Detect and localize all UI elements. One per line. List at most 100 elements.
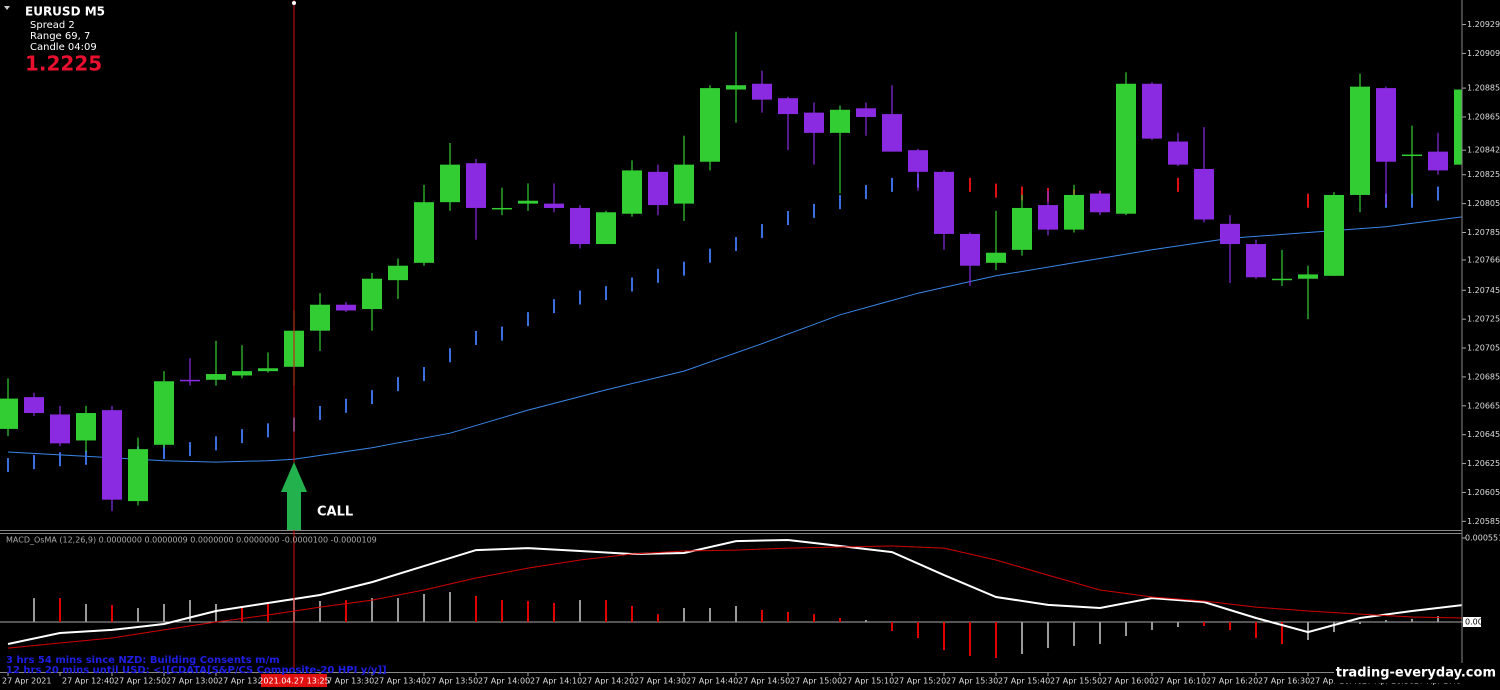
x-tick-label: 27 Apr 13:30 <box>322 677 374 686</box>
y-tick-label: 1.20785 <box>1467 228 1500 237</box>
candle-body <box>1272 278 1292 281</box>
candle-body <box>128 449 148 502</box>
candle-body <box>258 368 278 372</box>
candle-body <box>0 398 18 429</box>
candle-body <box>596 212 616 245</box>
candle-body <box>440 164 460 203</box>
x-tick-label: 27 Apr 13:40 <box>374 677 426 686</box>
menu-arrow <box>4 6 10 10</box>
info-line: Spread 2 <box>30 20 75 31</box>
x-tick-label: 27 Apr 13:10 <box>218 677 270 686</box>
y-tick-label: 1.20725 <box>1467 315 1500 324</box>
zero-label-box <box>1463 617 1481 628</box>
candle-body <box>1168 141 1188 165</box>
candle-body <box>76 413 96 441</box>
x-tick-label: 27 Apr 14:20 <box>582 677 634 686</box>
candle-body <box>570 207 590 245</box>
price-axis-background <box>1462 0 1500 690</box>
candle-body <box>102 410 122 500</box>
candle-body <box>726 85 746 90</box>
candle-body <box>414 202 434 263</box>
y-tick-label: 1.20825 <box>1467 170 1500 179</box>
info-line: Range 69, 7 <box>30 31 90 42</box>
y-tick-label: 0.00 <box>1465 618 1483 627</box>
macd-panel <box>0 538 1462 658</box>
y-tick-label: 1.20625 <box>1467 459 1500 468</box>
overlay: EURUSD M5 Spread 2 Range 69, 7 Candle 04… <box>4 5 1500 683</box>
candle-body <box>908 150 928 172</box>
price-label: 1.2225 <box>25 52 102 76</box>
candle-body <box>1402 154 1422 157</box>
y-tick-label: 1.20766 <box>1467 255 1500 264</box>
y-tick-label: 1.20685 <box>1467 372 1500 381</box>
x-tick-label: 27 Apr 15:20 <box>894 677 946 686</box>
x-tick-label: 27 Apr 14:10 <box>530 677 582 686</box>
candle-body <box>1324 194 1344 276</box>
y-tick-label: 1.20842 <box>1467 146 1500 155</box>
candle-body <box>1428 151 1448 171</box>
candle-body <box>1350 86 1370 195</box>
y-tick-label: 1.20665 <box>1467 401 1500 410</box>
candle-body <box>154 381 174 445</box>
watermark-background <box>1334 663 1500 683</box>
x-tick-label: 27 Apr 14:50 <box>738 677 790 686</box>
crosshair-label: 2021.04.27 13:25 <box>258 677 329 686</box>
x-tick-label: 27 Apr 14:40 <box>686 677 738 686</box>
y-tick-label: 1.20605 <box>1467 488 1500 497</box>
candle-body <box>336 304 356 311</box>
candle-body <box>700 88 720 162</box>
candle-body <box>856 108 876 117</box>
macd-line <box>7 545 1462 649</box>
macd-line <box>7 538 1462 645</box>
news-line: 12 hrs 20 mins until USD: <![CDATA[S&P/C… <box>6 665 387 676</box>
y-tick-label: 1.20645 <box>1467 430 1500 439</box>
y-tick-label: 1.20745 <box>1467 286 1500 295</box>
x-tick-label: 27 Apr 15:10 <box>842 677 894 686</box>
y-tick-label: 1.20885 <box>1467 84 1500 93</box>
crosshair-label-box <box>261 674 327 687</box>
y-tick-label: 1.20705 <box>1467 344 1500 353</box>
x-tick-label: 27 Apr 15:50 <box>1050 677 1102 686</box>
signal-arrow <box>281 462 307 530</box>
x-tick-label: 27 Apr 14:00 <box>478 677 530 686</box>
candle-body <box>466 163 486 208</box>
candle-body <box>804 112 824 133</box>
candle-body <box>1376 88 1396 162</box>
candle-body <box>752 83 772 100</box>
crosshair-dot <box>292 1 296 5</box>
x-tick-label: 27 Apr 16:30 <box>1258 677 1310 686</box>
candle-body <box>544 203 564 208</box>
price-panel <box>0 31 1462 512</box>
candle-body <box>934 171 954 234</box>
y-tick-label: 1.20585 <box>1467 517 1500 526</box>
info-line: Candle 04:09 <box>30 42 97 53</box>
signal-text: CALL <box>317 505 353 520</box>
x-tick-label: 27 Apr 16:00 <box>1102 677 1154 686</box>
frame <box>0 0 1463 673</box>
candle-body <box>1298 274 1318 279</box>
candle-body <box>1142 83 1162 139</box>
candle-body <box>960 233 980 266</box>
candle-body <box>1090 193 1110 213</box>
candle-body <box>492 207 512 210</box>
candle-body <box>674 164 694 204</box>
macd-title: MACD_OsMA (12,26,9) 0.0000000 0.0000009 … <box>6 536 377 545</box>
candle-body <box>232 371 252 376</box>
x-tick-label: 27 Apr 12:50 <box>114 677 166 686</box>
x-tick-label: 27 Apr 12:40 <box>62 677 114 686</box>
candle-body <box>1454 89 1462 165</box>
candle-body <box>180 379 200 382</box>
candle-body <box>648 171 668 206</box>
x-tick-label: 27 Apr 16:20 <box>1206 677 1258 686</box>
candle-body <box>778 98 798 115</box>
y-tick-label: 1.20805 <box>1467 199 1500 208</box>
candle-body <box>1064 194 1084 230</box>
candle-body <box>830 109 850 133</box>
candle-body <box>24 397 44 414</box>
candle-body <box>362 278 382 310</box>
x-tick-label: 27 Apr 16:10 <box>1154 677 1206 686</box>
candle-body <box>622 170 642 214</box>
